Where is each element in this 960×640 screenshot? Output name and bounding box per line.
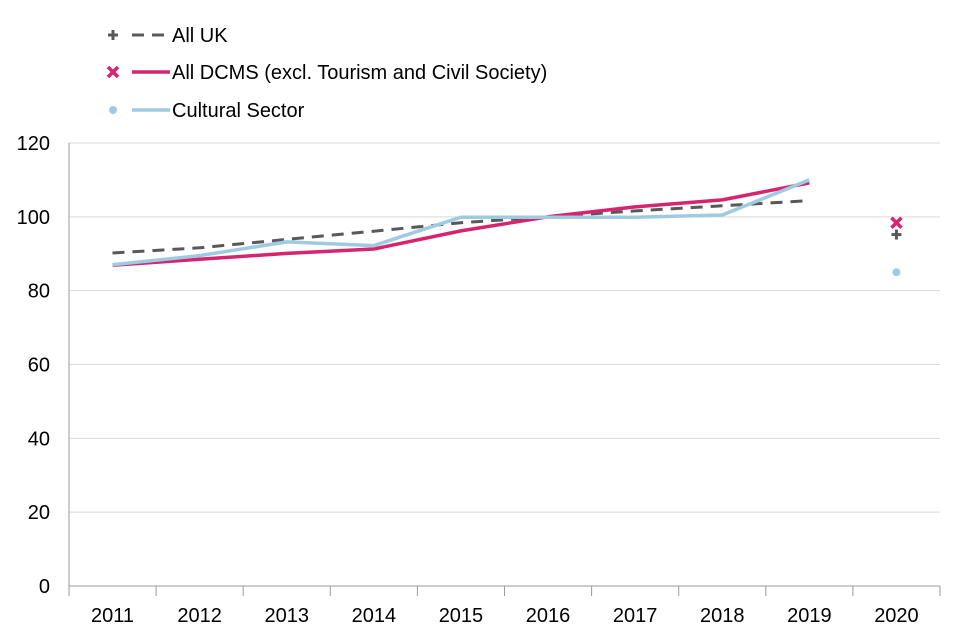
y-tick-label: 120 <box>17 133 50 155</box>
point-2020-series-1 <box>890 216 903 229</box>
x-tick-label: 2015 <box>439 605 484 627</box>
x-tick-label: 2017 <box>613 605 658 627</box>
y-tick-label: 0 <box>39 576 50 598</box>
x-tick-label: 2013 <box>265 605 310 627</box>
legend-label: Cultural Sector <box>172 100 305 122</box>
x-tick-label: 2014 <box>352 605 397 627</box>
point-2020-series-2 <box>892 268 901 277</box>
legend-marker <box>108 30 118 40</box>
legend-item: All UK <box>108 25 228 47</box>
series-line-2 <box>112 178 810 267</box>
y-tick-label: 80 <box>28 281 50 303</box>
y-tick-label: 60 <box>28 355 50 377</box>
legend-item: All DCMS (excl. Tourism and Civil Societ… <box>106 62 547 84</box>
series-line-1 <box>112 181 810 267</box>
legend-label: All UK <box>172 25 228 47</box>
y-tick-label: 100 <box>17 207 50 229</box>
y-tick-label: 20 <box>28 502 50 524</box>
x-tick-label: 2011 <box>91 605 134 627</box>
legend: All UK All DCMS (excl. Tourism and Civil … <box>106 25 547 122</box>
series-layer <box>112 178 903 277</box>
x-axis: 2011 2012 2013 2014 2015 2016 2017 2018 2019 2020 <box>68 143 941 627</box>
x-tick-label: 2016 <box>526 605 571 627</box>
x-tick-label: 2018 <box>700 605 745 627</box>
point-2020-series-0 <box>891 229 902 240</box>
x-marker-b <box>890 216 903 229</box>
x-tick-label: 2020 <box>874 605 919 627</box>
legend-item: Cultural Sector <box>109 100 305 122</box>
series-line-0 <box>112 199 810 255</box>
legend-marker <box>106 65 120 79</box>
dot-marker <box>109 106 117 114</box>
x-tick-label: 2019 <box>787 605 832 627</box>
legend-marker <box>109 106 117 114</box>
gridlines <box>69 142 940 513</box>
y-axis: 0 20 40 60 80 100 120 <box>17 133 50 598</box>
legend-label: All DCMS (excl. Tourism and Civil Societ… <box>172 62 547 84</box>
x-marker-b <box>106 65 120 79</box>
y-tick-label: 40 <box>28 428 50 450</box>
x-tick-label: 2012 <box>177 605 222 627</box>
dot-marker <box>892 268 901 277</box>
